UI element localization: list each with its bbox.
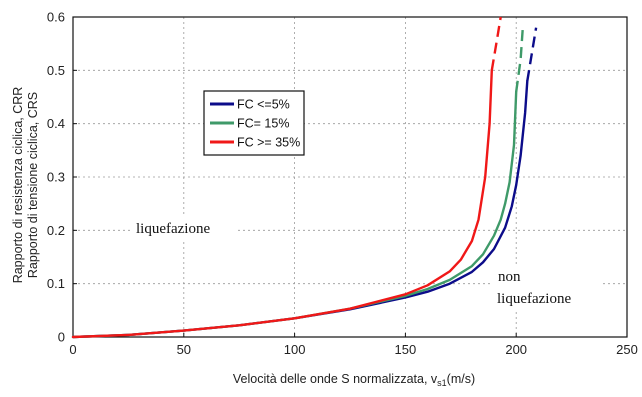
y-tick-label: 0.4: [47, 116, 65, 131]
series-group: [71, 16, 538, 339]
plot-frame: [72, 16, 628, 338]
x-tick-labels: 0 50 100 150 200 250: [69, 342, 637, 357]
non-liquefazione-label-line2: liquefazione: [497, 291, 571, 307]
y-tick-label: 0.6: [47, 10, 65, 25]
non-liquefazione-label-line1: non: [498, 269, 521, 285]
x-tick-label: 100: [284, 342, 306, 357]
series-extrapolation-3: [490, 16, 502, 71]
x-tick-label: 50: [177, 342, 191, 357]
x-tick-label: 200: [505, 342, 527, 357]
x-axis-label-unit: (m/s): [447, 372, 475, 386]
y-tick-label: 0: [58, 330, 65, 345]
legend-label-2: FC= 15%: [237, 117, 289, 131]
non-liquefazione-label-background: [490, 264, 600, 310]
legend-items: FC <=5% FC= 15% FC >= 35%: [210, 98, 300, 150]
y-tick-label: 0.1: [47, 276, 65, 291]
series-extrapolation-2: [515, 27, 524, 92]
y-tick-label: 0.5: [47, 63, 65, 78]
legend-label-1: FC <=5%: [237, 98, 290, 112]
y-tick-labels: 0 0.1 0.2 0.3 0.4 0.5 0.6: [47, 10, 65, 345]
legend: FC <=5% FC= 15% FC >= 35%: [203, 90, 305, 156]
x-axis-label-subscript: s1: [437, 378, 447, 388]
y-tick-label: 0.2: [47, 223, 65, 238]
legend-label-3: FC >= 35%: [237, 136, 300, 150]
y-axis-label-line1: Rapporto di resistenza ciclica, CRR: [11, 87, 25, 284]
y-tick-label: 0.3: [47, 170, 65, 185]
liquefazione-region-label: liquefazione: [136, 221, 210, 237]
series-line-3: [71, 69, 493, 339]
liquefazione-label-background: [130, 216, 238, 240]
y-axis-label-line2: Rapporto di tensione ciclica, CRS: [26, 92, 40, 278]
x-axis-label: Velocità delle onde S normalizzata, vs1(…: [233, 372, 475, 388]
x-tick-label: 150: [395, 342, 417, 357]
x-tick-label: 0: [69, 342, 76, 357]
x-tick-label: 250: [616, 342, 638, 357]
series-extrapolation-1: [526, 27, 538, 82]
x-axis-label-main: Velocità delle onde S normalizzata, v: [233, 372, 438, 386]
